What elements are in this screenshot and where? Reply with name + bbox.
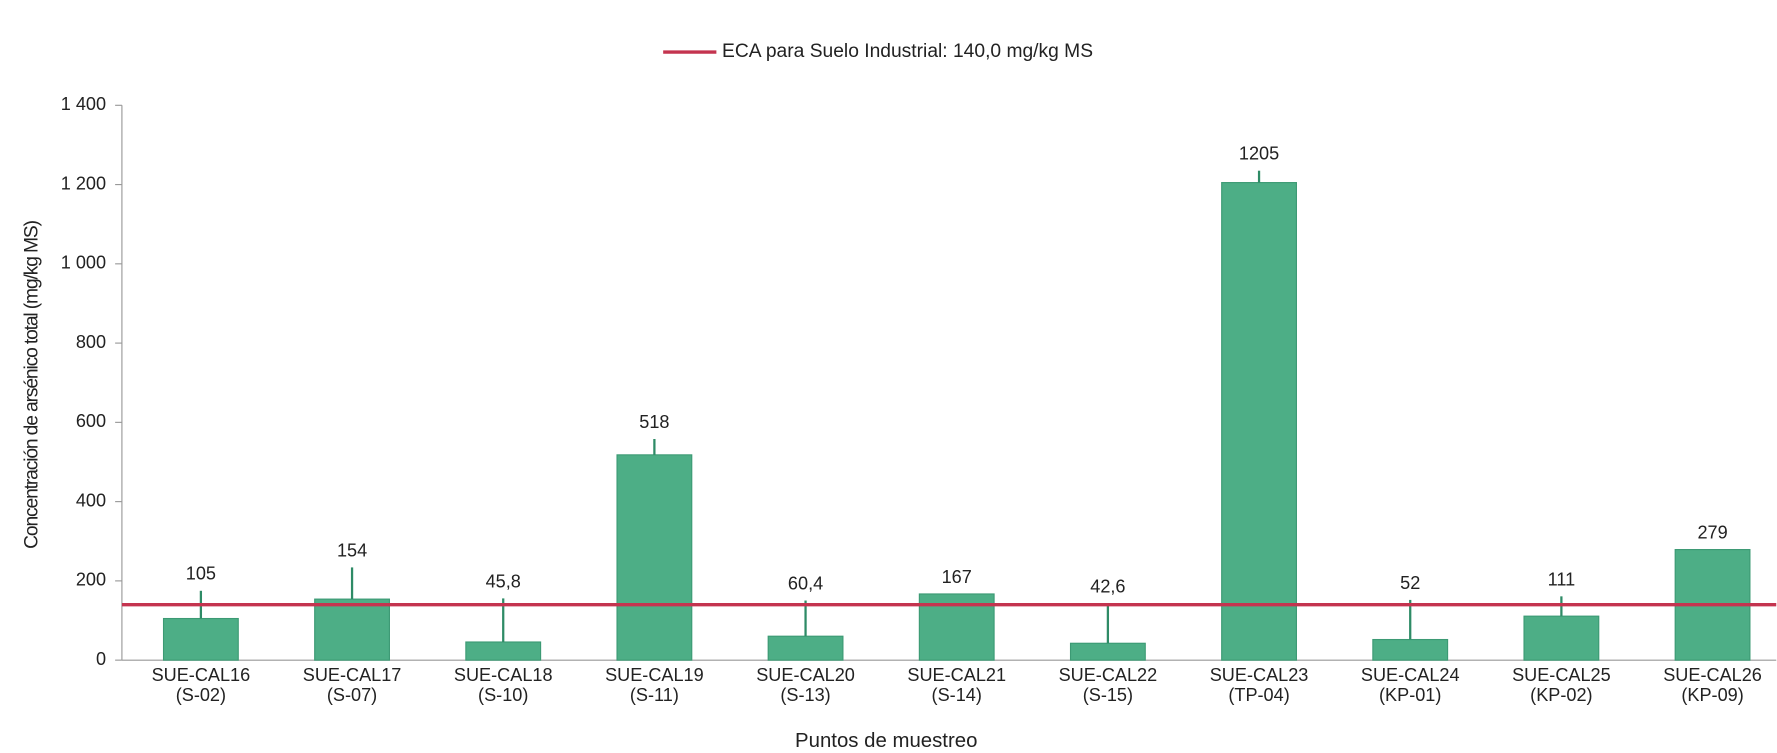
value-label: 60,4: [788, 573, 823, 593]
legend-label: ECA para Suelo Industrial: 140,0 mg/kg M…: [722, 41, 1093, 62]
y-tick-label: 200: [76, 570, 106, 590]
x-tick-label: (TP-04): [1228, 685, 1289, 705]
y-tick-label: 1 400: [61, 94, 106, 114]
value-label: 105: [186, 564, 216, 584]
x-tick-label: SUE-CAL20: [756, 665, 855, 685]
value-label: 45,8: [486, 571, 521, 591]
x-tick-label: (S-15): [1083, 685, 1133, 705]
x-axis-label: Puntos de muestreo: [795, 730, 977, 752]
bar: [1069, 642, 1146, 661]
x-tick-label: SUE-CAL24: [1361, 665, 1460, 685]
x-tick-label: SUE-CAL21: [907, 665, 1006, 685]
bar: [1221, 182, 1297, 661]
y-tick-label: 800: [76, 332, 106, 352]
x-tick-label: SUE-CAL18: [454, 665, 553, 685]
x-tick-label: (KP-09): [1681, 685, 1743, 705]
x-tick-label: (S-13): [780, 685, 830, 705]
x-tick-label: SUE-CAL19: [605, 665, 704, 685]
value-label: 279: [1697, 523, 1727, 543]
value-label: 154: [337, 540, 367, 560]
value-label: 42,6: [1090, 577, 1125, 597]
y-tick-label: 1 200: [61, 173, 106, 193]
x-tick-label: (KP-01): [1379, 685, 1441, 705]
value-label: 1205: [1239, 144, 1279, 164]
value-label: 518: [639, 412, 669, 432]
x-tick-label: SUE-CAL17: [303, 665, 402, 685]
x-tick-label: (S-07): [327, 685, 377, 705]
x-tick-label: (S-11): [630, 685, 679, 705]
x-tick-label: (KP-02): [1530, 685, 1592, 705]
x-tick-label: (S-10): [478, 685, 528, 705]
bar: [616, 454, 693, 661]
value-label: 52: [1400, 573, 1420, 593]
bar: [314, 598, 390, 661]
x-tick-label: SUE-CAL23: [1210, 665, 1309, 685]
y-tick-label: 600: [76, 411, 106, 431]
x-tick-label: (S-02): [176, 685, 226, 705]
x-tick-label: SUE-CAL22: [1059, 665, 1158, 685]
bar: [162, 617, 239, 661]
value-label: 111: [1548, 569, 1576, 589]
bar: [1372, 638, 1449, 661]
y-axis-label: Concentración de arsénico total (mg/kg M…: [22, 220, 43, 548]
bar: [465, 641, 542, 661]
x-tick-label: SUE-CAL25: [1512, 665, 1611, 685]
x-tick-label: SUE-CAL16: [152, 665, 251, 685]
y-tick-label: 400: [76, 490, 106, 510]
x-tick-label: (S-14): [932, 685, 982, 705]
bar: [1523, 615, 1600, 661]
y-tick-label: 1 000: [61, 253, 106, 273]
value-label: 167: [942, 567, 972, 587]
x-tick-label: SUE-CAL26: [1663, 665, 1762, 685]
y-tick-label: 0: [96, 649, 106, 669]
bar: [767, 635, 844, 661]
